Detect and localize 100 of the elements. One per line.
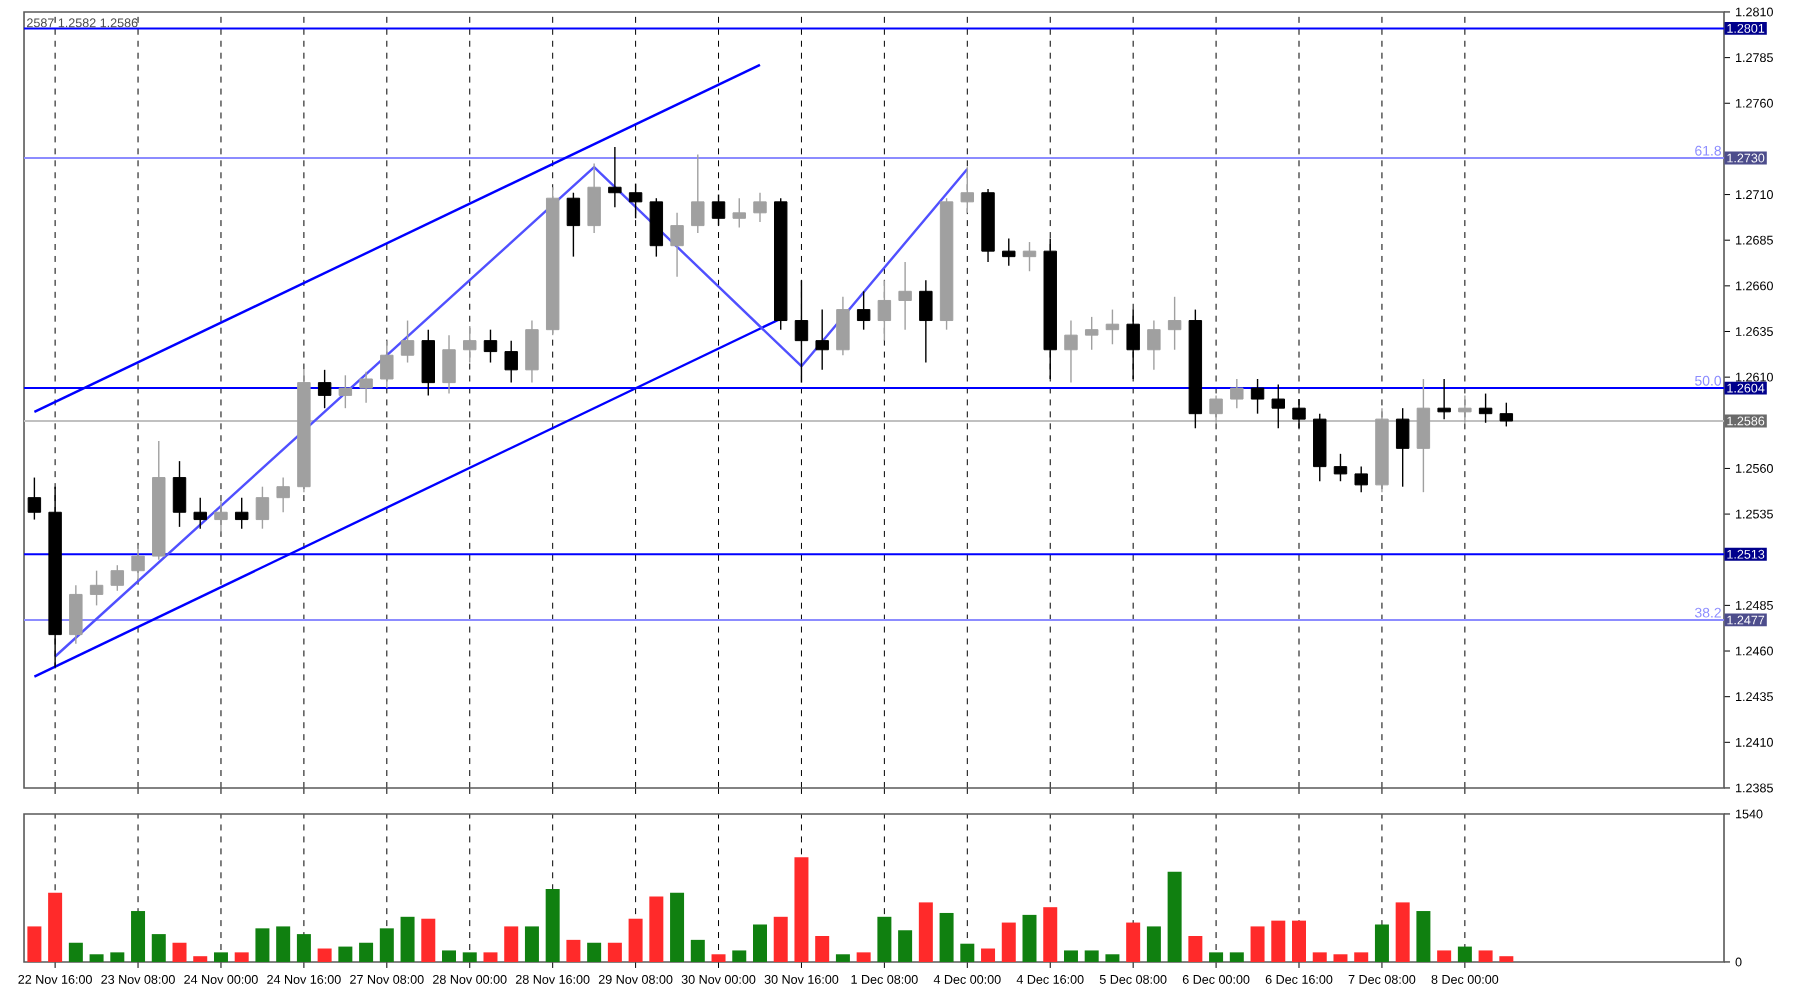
bar <box>68 942 83 962</box>
bar <box>255 928 270 962</box>
candlestick <box>587 162 601 234</box>
candlestick <box>1333 453 1348 482</box>
candlestick <box>276 476 290 513</box>
candlestick <box>1250 378 1265 415</box>
bar <box>628 918 643 962</box>
bar <box>939 912 954 962</box>
candlestick <box>711 193 726 227</box>
bar <box>815 936 830 962</box>
candlestick <box>504 339 518 384</box>
bar <box>1395 902 1410 962</box>
bar <box>172 942 187 962</box>
bar <box>545 888 560 962</box>
candlestick <box>1313 412 1327 482</box>
candlestick <box>836 296 850 356</box>
bar <box>131 911 146 962</box>
candlestick <box>525 319 539 384</box>
bar <box>960 943 975 962</box>
candlestick <box>566 192 581 258</box>
candlestick <box>1230 378 1244 409</box>
bar <box>483 952 498 962</box>
candlestick <box>670 212 684 278</box>
candlestick <box>732 197 746 229</box>
candlestick <box>27 476 42 521</box>
bar <box>607 942 622 962</box>
candlestick <box>1395 407 1410 488</box>
candlestick <box>1292 398 1306 429</box>
bar <box>1271 920 1286 962</box>
bar <box>27 926 42 962</box>
candlestick <box>1271 383 1286 429</box>
bar <box>1499 956 1514 962</box>
bar <box>110 952 125 962</box>
candlestick <box>1458 394 1472 424</box>
candlestick <box>1022 241 1037 272</box>
candlestick <box>1478 392 1493 424</box>
bar <box>400 916 415 962</box>
candlestick <box>214 500 228 534</box>
candlestick <box>172 460 187 528</box>
candlestick <box>89 569 104 607</box>
bar <box>234 952 249 962</box>
candlestick <box>753 192 767 223</box>
bar <box>462 952 477 962</box>
bar <box>918 902 933 962</box>
candlestick <box>463 325 477 364</box>
bar <box>1333 954 1348 962</box>
bar <box>89 954 104 962</box>
bar <box>421 918 436 962</box>
bar <box>1416 911 1431 962</box>
bar <box>670 892 685 962</box>
bar <box>587 942 602 962</box>
bar <box>1229 952 1244 962</box>
bar <box>317 948 332 962</box>
candlestick <box>317 369 332 409</box>
bar <box>213 952 228 962</box>
candlestick <box>1126 308 1140 380</box>
bar <box>1209 952 1224 962</box>
candlestick <box>1084 316 1099 351</box>
bar <box>1146 926 1161 962</box>
line-series <box>53 165 969 658</box>
candlestick <box>483 328 498 364</box>
candlestick <box>1002 237 1016 267</box>
candlestick <box>649 197 664 258</box>
candlestick <box>400 319 415 364</box>
candlestick <box>1354 465 1368 493</box>
bar <box>276 926 291 962</box>
bar <box>690 939 705 962</box>
bar <box>835 954 850 962</box>
bar <box>773 916 788 962</box>
bar <box>877 916 892 962</box>
candlestick <box>1167 296 1182 351</box>
candlestick <box>193 496 207 530</box>
candlestick <box>359 370 373 404</box>
bar <box>753 924 767 962</box>
bar <box>1354 952 1369 962</box>
bar <box>1126 922 1141 962</box>
bar <box>48 892 63 962</box>
bar <box>359 942 374 962</box>
candlestick <box>691 153 705 234</box>
bar <box>566 939 581 962</box>
bar <box>981 948 996 962</box>
candlestick <box>877 279 892 342</box>
candlestick <box>421 328 436 397</box>
bar <box>1001 922 1016 962</box>
bar <box>1043 907 1058 962</box>
bar <box>1457 946 1472 962</box>
bar <box>1478 950 1493 962</box>
bar <box>1167 871 1182 962</box>
candlestick <box>338 374 353 409</box>
bar <box>442 950 457 962</box>
bar <box>649 896 664 962</box>
bar <box>1292 920 1307 962</box>
bar <box>1312 952 1327 962</box>
bar <box>1022 914 1037 962</box>
bar <box>504 926 519 962</box>
bar <box>794 857 809 962</box>
candlestick <box>234 496 249 530</box>
candlestick <box>898 261 912 331</box>
bar <box>338 946 353 962</box>
candlestick <box>1147 319 1161 371</box>
